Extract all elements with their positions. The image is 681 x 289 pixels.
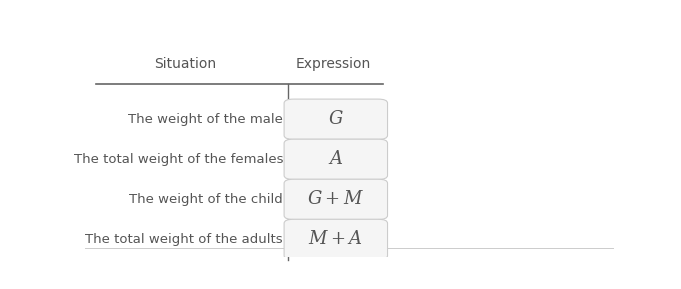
- FancyBboxPatch shape: [284, 99, 387, 139]
- Text: $M + A$: $M + A$: [308, 230, 363, 249]
- FancyBboxPatch shape: [284, 179, 387, 219]
- Text: The total weight of the females: The total weight of the females: [74, 153, 283, 166]
- FancyBboxPatch shape: [284, 139, 387, 179]
- Text: $G$: $G$: [328, 110, 344, 128]
- FancyBboxPatch shape: [284, 219, 387, 260]
- Text: Expression: Expression: [296, 57, 370, 71]
- Text: The total weight of the adults: The total weight of the adults: [85, 233, 283, 246]
- Text: The weight of the male: The weight of the male: [128, 113, 283, 126]
- Text: $G + M$: $G + M$: [307, 190, 364, 208]
- Text: Situation: Situation: [155, 57, 217, 71]
- Text: The weight of the child: The weight of the child: [129, 193, 283, 206]
- Text: $A$: $A$: [328, 150, 343, 168]
